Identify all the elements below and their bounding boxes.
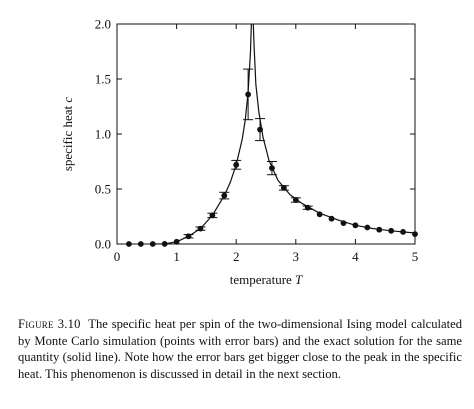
data-point [400,229,406,235]
data-point [173,238,180,245]
x-tick-label: 1 [173,249,180,264]
data-point [197,225,204,232]
data-point [209,212,216,219]
y-axis-label: specific heat c [60,97,75,172]
data-point [304,204,311,211]
x-axis-label: temperature T [230,272,303,287]
data-point [280,185,287,191]
x-tick-label: 4 [352,249,359,264]
data-point [149,241,156,247]
plot-frame [116,23,416,245]
data-point [245,91,252,98]
data-point [316,211,323,218]
data-point [126,241,132,247]
axis-ticks: 0 1 2 3 4 5 0.0 0.5 1.0 1.5 2.0 [95,17,419,265]
y-tick-label: 1.5 [95,72,111,87]
figure-label: Figure 3.10 [18,317,81,331]
data-point [257,126,263,133]
y-tick-label: 0.0 [95,237,111,252]
data-point [388,227,395,234]
data-point [161,240,168,247]
x-tick-label: 0 [114,249,121,264]
data-point [233,161,240,168]
y-tick-label: 2.0 [95,17,111,32]
caption-text: The specific heat per spin of the two-di… [18,317,463,381]
data-point [185,233,192,240]
x-tick-label: 5 [412,249,419,264]
exact-solution-layer [152,24,415,244]
data-point [221,192,228,199]
specific-heat-chart: 0 1 2 3 4 5 0.0 0.5 1.0 1.5 2.0 temperature T spec… [60,17,419,288]
data-point [364,224,371,231]
data-point [328,215,335,222]
data-point [292,197,299,203]
y-tick-label: 0.5 [95,182,111,197]
data-point [412,231,418,238]
x-tick-label: 2 [233,249,240,264]
data-point [352,222,359,229]
data-point [376,226,383,233]
y-tick-label: 1.0 [95,127,111,142]
data-point [269,165,275,172]
exact-solution-line [152,24,415,244]
figure-caption: Figure 3.10 The specific heat per spin o… [18,316,462,382]
data-point [340,220,347,227]
data-point [137,241,144,247]
monte-carlo-points-layer [126,68,418,247]
x-tick-label: 3 [293,249,300,264]
